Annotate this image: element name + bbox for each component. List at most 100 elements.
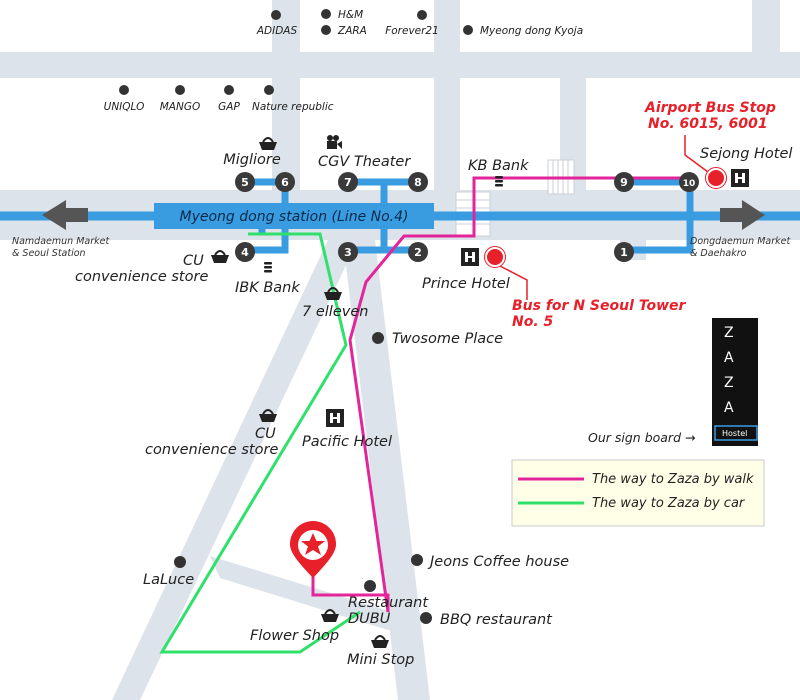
label-jeons: Jeons Coffee house (427, 554, 569, 570)
svg-text:9: 9 (620, 176, 628, 189)
station-box (154, 203, 434, 229)
basket-icon (321, 609, 339, 622)
svg-text:Hostel: Hostel (722, 429, 747, 438)
label-bbq: BBQ restaurant (440, 612, 553, 628)
exit-6: 6 (275, 172, 295, 192)
east-direction-label: Dongdaemun Market & Daehakro (690, 236, 793, 259)
shops-top: ADIDAS H&M ZARA Forever21 Myeong dong Ky… (256, 9, 583, 37)
place-dot-icon (420, 612, 432, 624)
road-top-horizontal (0, 52, 800, 78)
svg-text:1: 1 (620, 246, 628, 259)
shops-mid: UNIQLO MANGO GAP Nature republic (104, 85, 334, 113)
label-cgv: CGV Theater (318, 154, 411, 170)
exit-1: 1 (614, 242, 634, 262)
basket-icon (211, 250, 229, 263)
label-airport-bus: Airport Bus Stop No. 6015, 6001 (644, 100, 781, 132)
west-arrow-icon (42, 200, 88, 230)
bank-icon (495, 176, 503, 187)
label-pacific-hotel: Pacific Hotel (302, 434, 392, 450)
shop-adidas: ADIDAS (256, 25, 298, 37)
label-mini-stop: Mini Stop (347, 652, 414, 668)
exit-9: 9 (614, 172, 634, 192)
walk-route-main (311, 176, 690, 613)
basket-icon (324, 287, 342, 300)
exit-5: 5 (235, 172, 255, 192)
shop-uniqlo: UNIQLO (104, 101, 145, 113)
airport-bus-stop-icon (705, 167, 727, 189)
hotel-icon (461, 248, 479, 266)
west-direction-label: Namdaemun Market & Seoul Station (12, 236, 112, 259)
shop-kyoja: Myeong dong Kyoja (480, 25, 583, 37)
label-signboard: Our sign board → (588, 430, 695, 445)
car-route (159, 232, 361, 654)
shop-dot-icon (321, 9, 331, 19)
label-restaurant: Restaurant DUBU (348, 595, 433, 627)
shop-forever21: Forever21 (385, 25, 439, 37)
shop-dot-icon (417, 10, 427, 20)
label-sejong: Sejong Hotel (700, 146, 792, 162)
svg-text:A: A (724, 400, 735, 416)
svg-text:A: A (724, 350, 735, 366)
basket-icon (259, 137, 277, 150)
basket-icon (371, 635, 389, 648)
shop-dot-icon (463, 25, 473, 35)
svg-text:6: 6 (281, 176, 289, 189)
station-name: Myeong dong station (Line No.4) (180, 209, 409, 225)
legend-car-label: The way to Zaza by car (592, 496, 746, 511)
exit-7: 7 (338, 172, 358, 192)
zaza-location-marker-icon (290, 521, 336, 578)
label-cu-1: CU convenience store (75, 253, 208, 285)
exit-3: 3 (338, 242, 358, 262)
shop-hm: H&M (338, 9, 363, 21)
label-laluce: LaLuce (143, 572, 194, 588)
road-vertical-far-right (752, 0, 780, 55)
shop-gap: GAP (218, 101, 240, 113)
east-arrow-icon (720, 200, 765, 230)
airport-pointer (684, 135, 709, 173)
exits: 5 6 7 8 9 10 4 3 2 1 (235, 172, 699, 262)
basket-icon (259, 409, 277, 422)
place-dot-icon (372, 332, 384, 344)
place-dot-icon (174, 556, 186, 568)
label-prince-hotel: Prince Hotel (422, 276, 510, 292)
label-7-eleven: 7 elleven (302, 304, 368, 320)
shop-zara: ZARA (337, 25, 367, 37)
svg-text:4: 4 (241, 246, 249, 259)
label-twosome: Twosome Place (392, 331, 503, 347)
place-dot-icon (364, 580, 376, 592)
svg-text:5: 5 (241, 176, 249, 189)
tower-bus-stop-icon (484, 246, 506, 268)
shop-dot-icon (321, 25, 331, 35)
svg-text:7: 7 (344, 176, 352, 189)
shop-dot-icon (224, 85, 234, 95)
road-vertical-mid (434, 0, 460, 190)
hotel-icon (731, 169, 749, 187)
exit-10: 10 (679, 172, 699, 192)
label-ibk-bank: IBK Bank (235, 280, 300, 296)
exit-4: 4 (235, 242, 255, 262)
label-migliore: Migliore (223, 152, 281, 168)
svg-text:2: 2 (414, 246, 422, 259)
svg-text:10: 10 (683, 179, 696, 189)
shop-nature-republic: Nature republic (252, 101, 334, 113)
svg-text:3: 3 (344, 246, 352, 259)
place-dot-icon (411, 554, 423, 566)
road-diagonal-center (343, 240, 430, 700)
road-vertical-left (272, 0, 300, 190)
shop-dot-icon (264, 85, 274, 95)
shop-mango: MANGO (160, 101, 201, 113)
legend: The way to Zaza by walk The way to Zaza … (511, 459, 765, 527)
road-diagonal-left (112, 240, 358, 700)
hotel-icon (326, 409, 344, 427)
bank-icon (264, 262, 272, 273)
svg-text:8: 8 (414, 176, 422, 189)
shop-dot-icon (119, 85, 129, 95)
exit-8: 8 (408, 172, 428, 192)
exit-2: 2 (408, 242, 428, 262)
shop-dot-icon (271, 10, 281, 20)
svg-text:Z: Z (724, 325, 735, 341)
camera-icon (327, 135, 342, 149)
label-kb-bank: KB Bank (468, 158, 529, 174)
label-tower-bus: Bus for N Seoul Tower No. 5 (512, 298, 690, 330)
